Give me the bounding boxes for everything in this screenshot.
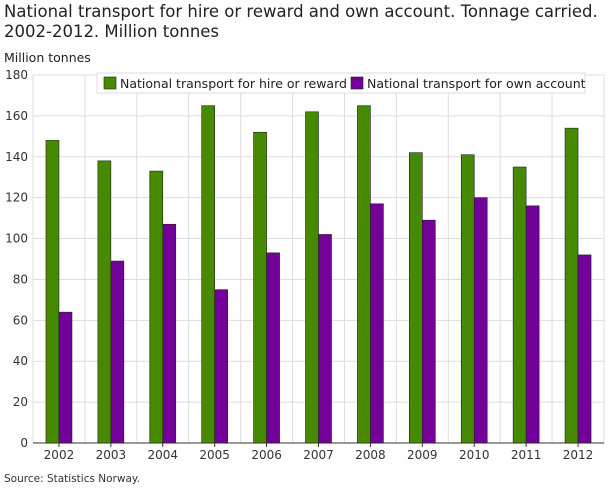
y-tick-label: 100 — [5, 232, 28, 246]
bar — [45, 140, 60, 444]
bar — [318, 234, 332, 444]
chart-title: National transport for hire or reward an… — [4, 2, 598, 41]
bar — [473, 197, 488, 444]
bar — [512, 166, 527, 444]
y-tick-label: 60 — [13, 313, 28, 327]
x-tick-label: 2012 — [563, 448, 594, 462]
legend-swatch — [350, 76, 364, 90]
bar — [149, 170, 164, 444]
y-tick-label: 160 — [5, 109, 28, 123]
y-tick-label: 0 — [20, 436, 28, 450]
bar — [253, 131, 267, 444]
bar — [201, 105, 215, 444]
bar — [409, 152, 423, 444]
legend-label: National transport for own account — [367, 76, 586, 91]
bar — [58, 311, 73, 444]
x-tick-label: 2009 — [407, 448, 438, 462]
y-tick-label: 40 — [13, 354, 28, 368]
bar — [460, 154, 475, 444]
bar — [422, 219, 436, 444]
bar — [564, 127, 579, 444]
y-tick-label: 180 — [5, 68, 28, 82]
bar — [357, 105, 371, 444]
legend — [96, 72, 586, 94]
bar — [525, 205, 540, 444]
bar — [110, 260, 125, 444]
x-tick-label: 2008 — [355, 448, 386, 462]
x-tick-label: 2003 — [96, 448, 127, 462]
bar — [266, 252, 280, 444]
y-tick-label: 140 — [5, 150, 28, 164]
y-tick-label: 80 — [13, 272, 28, 286]
legend-label: National transport for hire or reward — [120, 76, 347, 91]
bar — [370, 203, 384, 444]
y-tick-label: 20 — [13, 395, 28, 409]
x-tick-label: 2010 — [459, 448, 490, 462]
y-tick-label: 120 — [5, 191, 28, 205]
x-tick-label: 2005 — [199, 448, 230, 462]
bar — [577, 254, 592, 444]
bar — [214, 289, 228, 444]
x-tick-label: 2006 — [251, 448, 282, 462]
x-tick-label: 2007 — [303, 448, 334, 462]
bar — [305, 111, 319, 444]
x-tick-label: 2011 — [511, 448, 542, 462]
source-note: Source: Statistics Norway. — [4, 473, 140, 485]
y-axis-label: Million tonnes — [4, 50, 91, 65]
bar — [162, 223, 177, 444]
x-tick-label: 2004 — [147, 448, 178, 462]
x-tick-label: 2002 — [44, 448, 75, 462]
bar — [97, 160, 112, 444]
legend-swatch — [103, 76, 117, 90]
